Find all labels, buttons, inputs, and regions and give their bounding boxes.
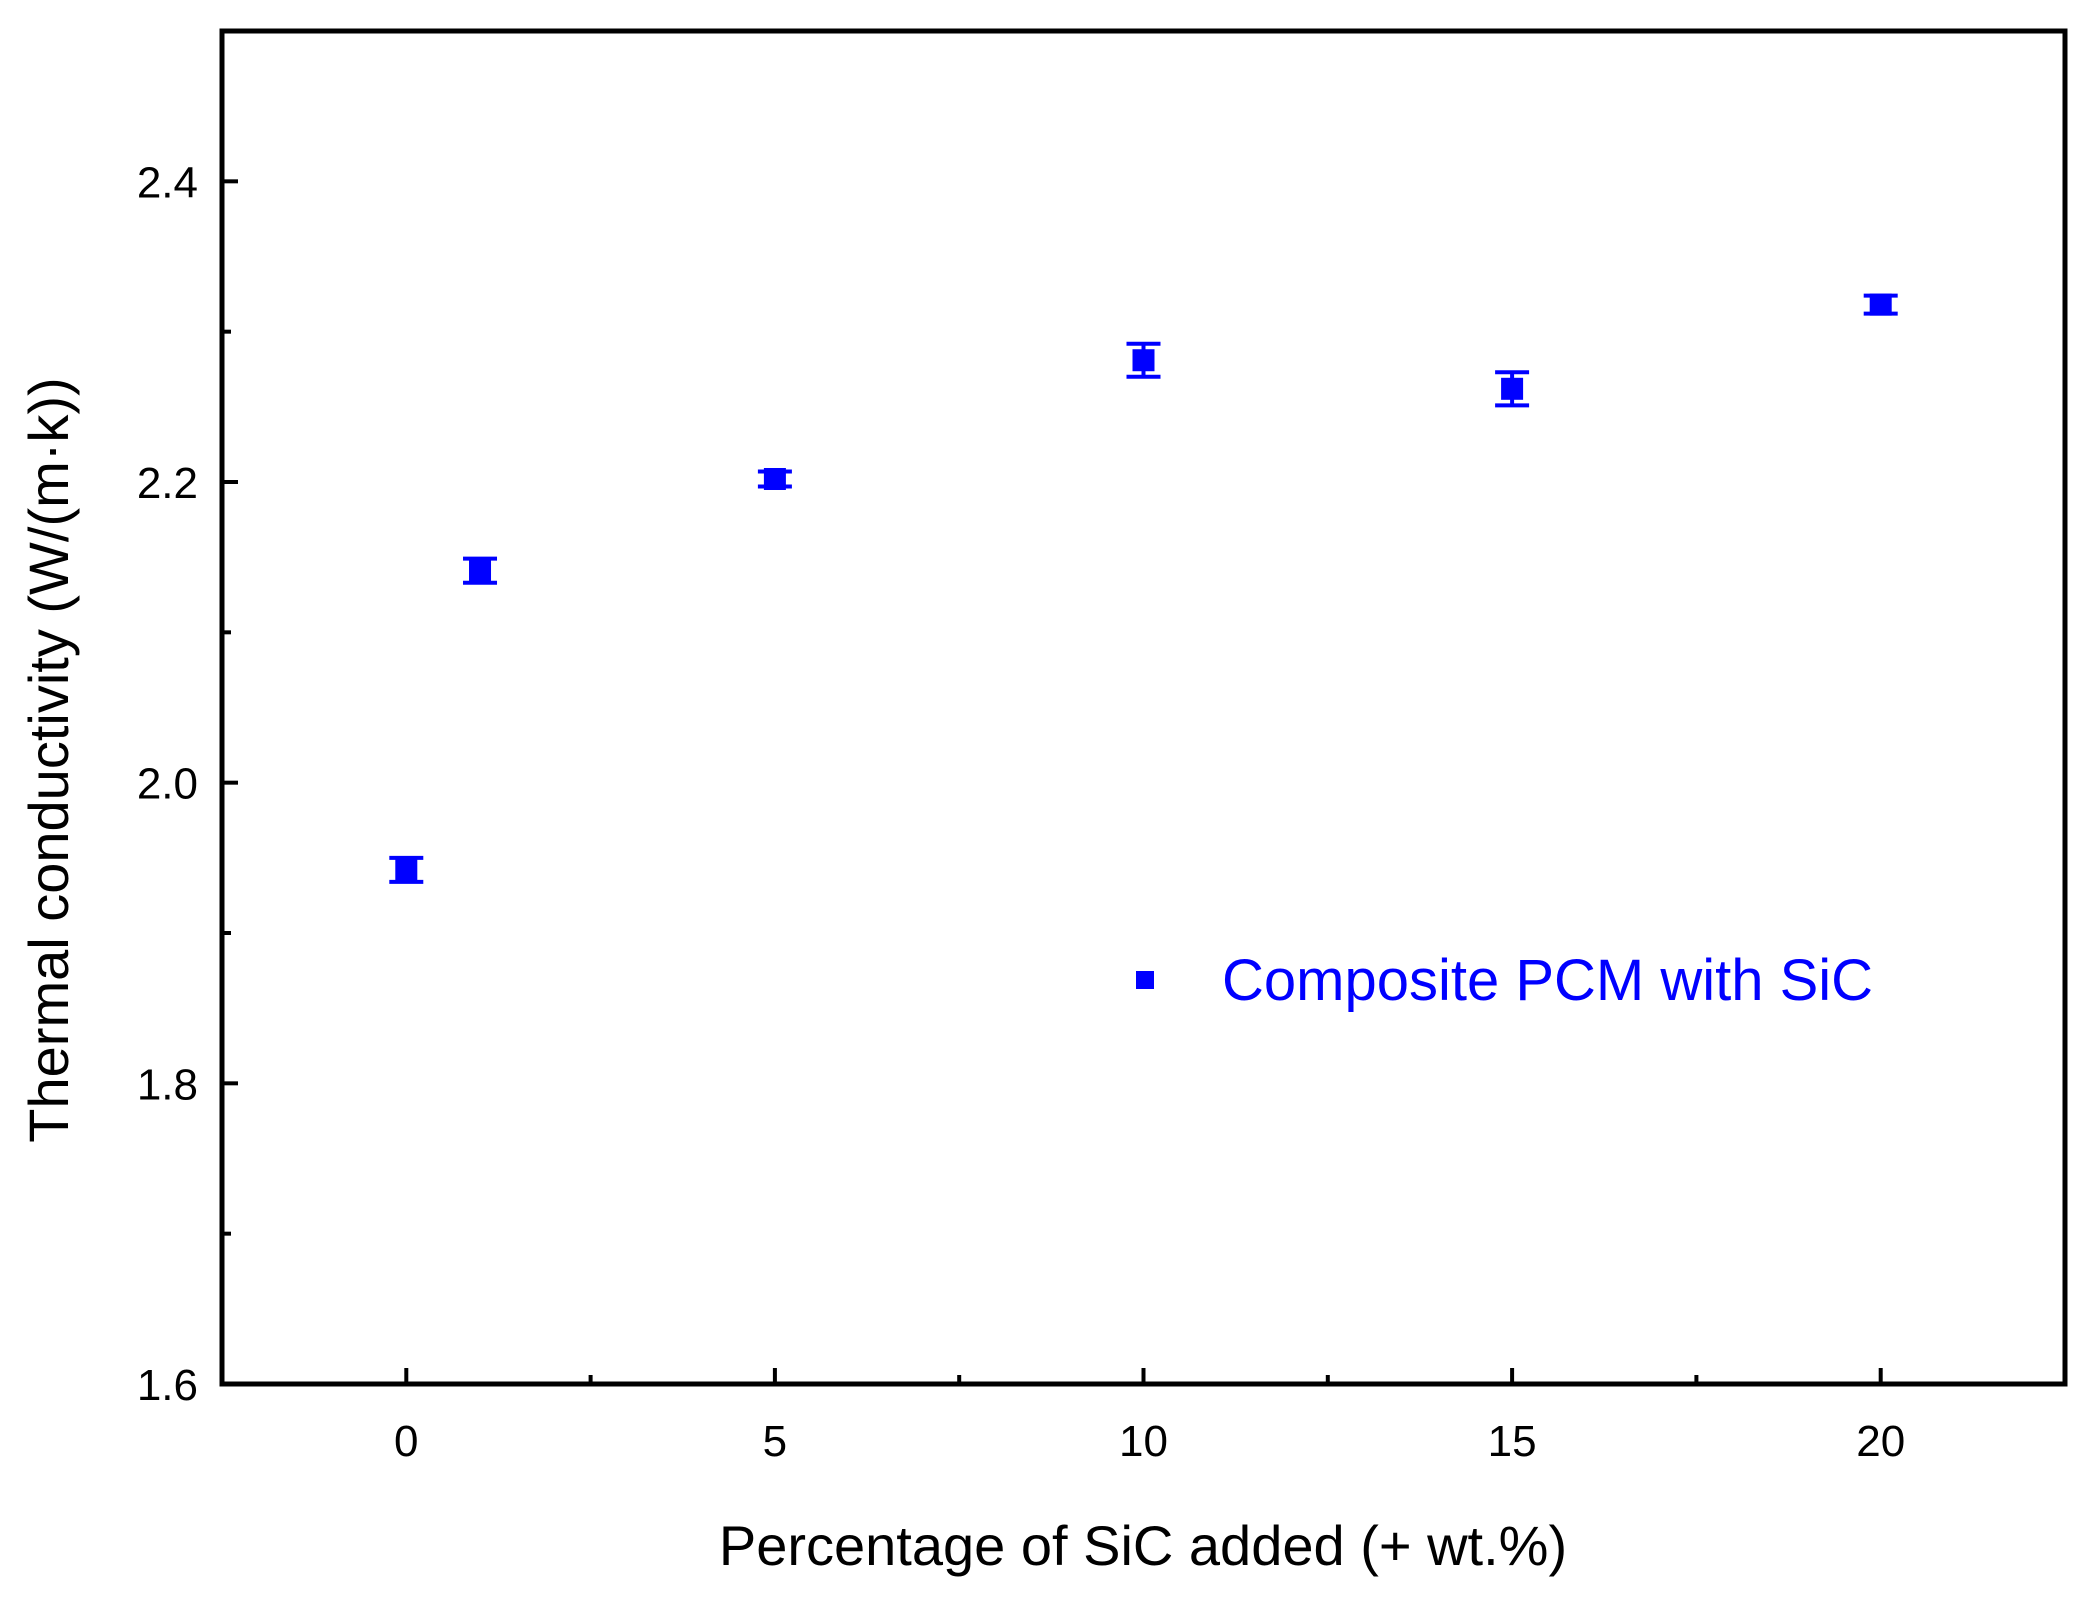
y-tick-label: 2.2: [137, 459, 198, 508]
legend-label: Composite PCM with SiC: [1222, 948, 1873, 1013]
data-point: [1869, 293, 1892, 316]
y-tick-label: 1.8: [137, 1060, 198, 1109]
tick-labels-layer: 0 5 10 15 20 1.6 1.8 2.0 2.2 2.4: [137, 158, 1905, 1466]
data-point: [1501, 377, 1524, 400]
x-tick-label: 0: [394, 1417, 418, 1466]
y-tick-label: 2.4: [137, 158, 198, 207]
data-point: [395, 858, 418, 881]
y-tick-label: 1.6: [137, 1361, 198, 1410]
legend: Composite PCM with SiC: [1136, 948, 1873, 1013]
x-tick-label: 5: [763, 1417, 787, 1466]
ticks-layer: [222, 179, 1883, 1386]
legend-marker-square-icon: [1136, 971, 1154, 989]
x-tick-label: 10: [1119, 1417, 1168, 1466]
x-tick-label: 20: [1856, 1417, 1905, 1466]
data-point: [469, 559, 492, 582]
y-axis-title: Thermal conductivity (W/(m·k)): [17, 377, 80, 1142]
plot-area-frame: [219, 28, 2068, 1387]
data-point: [1132, 349, 1155, 372]
x-tick-label: 15: [1488, 1417, 1537, 1466]
data-point: [763, 467, 786, 490]
y-tick-label: 2.0: [137, 760, 198, 809]
x-axis-title: Percentage of SiC added (+ wt.%): [719, 1514, 1567, 1577]
data-points-layer: [389, 293, 1898, 884]
